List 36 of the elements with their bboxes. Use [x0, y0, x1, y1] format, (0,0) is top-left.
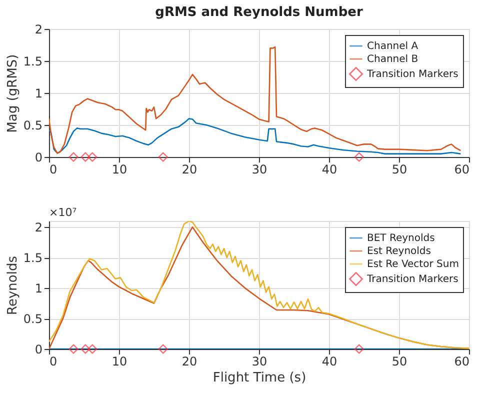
y-tick-label: 0.5 — [23, 118, 42, 132]
x-tick-label: 60 — [454, 162, 470, 176]
x-tick-label: 40 — [322, 162, 338, 176]
x-tick-label: 50 — [392, 354, 408, 368]
y-tick-label: 0.5 — [23, 312, 42, 326]
x-tick-label: 40 — [322, 354, 338, 368]
x-tick-label: 20 — [182, 162, 198, 176]
legend-label: Est Re Vector Sum — [367, 259, 459, 270]
y-tick-label: 0 — [34, 342, 42, 356]
y-tick-label: 2 — [34, 220, 42, 235]
x-tick-label: 10 — [112, 162, 128, 176]
x-tick-label: 30 — [252, 354, 268, 368]
x-tick-label: 0 — [50, 162, 58, 176]
y-axis-title: Reynolds — [5, 256, 20, 315]
legend-label: Transition Markers — [366, 69, 458, 80]
x-axis-title: Flight Time (s) — [212, 370, 306, 386]
y-tick-label: 2 — [34, 22, 42, 36]
y-tick-label: 1.5 — [23, 54, 42, 68]
y-tick-label: 1.5 — [23, 251, 42, 266]
legend-label: Channel B — [367, 54, 418, 65]
x-tick-label: 30 — [252, 162, 268, 176]
legend-label: Channel A — [367, 41, 418, 52]
y-tick-label: 0 — [34, 150, 42, 164]
y-tick-label: 1 — [34, 86, 42, 100]
y-axis-title: Mag (gRMS) — [5, 54, 20, 133]
x-tick-label: 20 — [182, 354, 198, 368]
x-tick-label: 50 — [392, 162, 408, 176]
x-tick-label: 60 — [454, 354, 470, 368]
legend-label: Transition Markers — [366, 274, 458, 285]
x-tick-label: 10 — [112, 354, 128, 368]
y-tick-label: 1 — [34, 282, 42, 296]
legend-label: Est Reynolds — [367, 246, 431, 257]
text: ×10⁷ — [49, 206, 77, 219]
chart-title: gRMS and Reynolds Number — [155, 5, 364, 20]
legend-label: BET Reynolds — [367, 233, 435, 244]
x-tick-label: 0 — [50, 354, 58, 368]
